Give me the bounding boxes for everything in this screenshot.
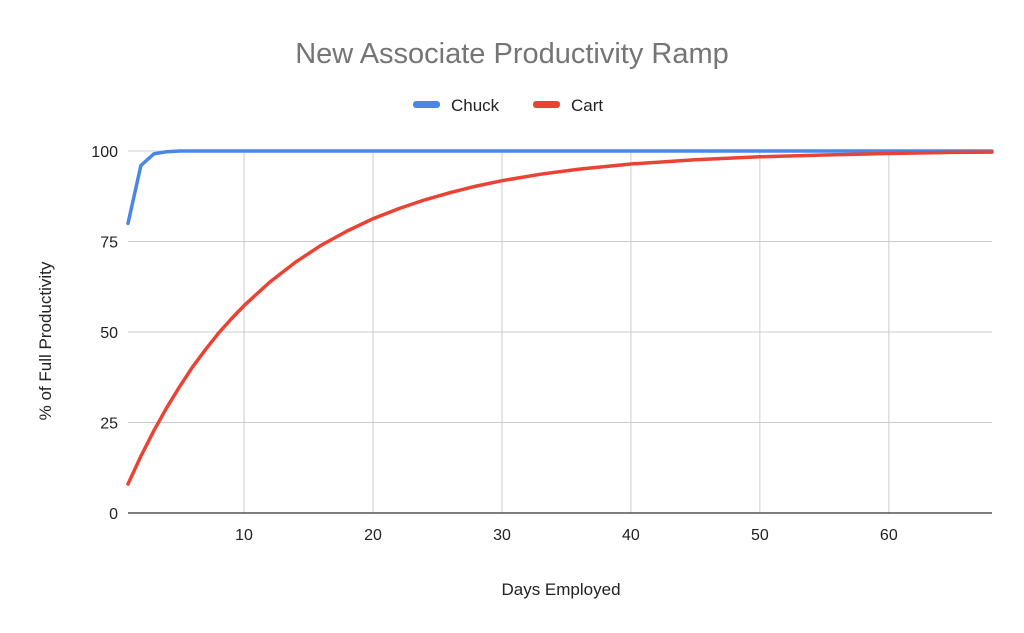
chart-title: New Associate Productivity Ramp — [295, 38, 729, 70]
x-tick-label-50: 50 — [751, 527, 769, 544]
legend-label-cart: Cart — [571, 96, 603, 115]
y-axis-label: % of Full Productivity — [36, 261, 55, 420]
legend-swatch-chuck — [413, 101, 440, 108]
x-axis-label: Days Employed — [501, 580, 620, 599]
y-tick-label-25: 25 — [100, 416, 118, 433]
x-tick-label-30: 30 — [493, 527, 511, 544]
series-lines — [126, 149, 994, 486]
series-line-chuck — [126, 149, 994, 226]
legend-swatch-cart — [533, 101, 560, 108]
series-line-cart — [126, 150, 994, 486]
y-tick-label-100: 100 — [91, 144, 118, 161]
x-tick-label-20: 20 — [364, 527, 382, 544]
x-tick-label-40: 40 — [622, 527, 640, 544]
legend-label-chuck: Chuck — [451, 96, 500, 115]
y-tick-label-0: 0 — [109, 506, 118, 523]
tick-labels: 10 20 30 40 50 60 0 25 50 75 100 — [91, 144, 898, 544]
x-tick-label-10: 10 — [235, 527, 253, 544]
y-tick-label-50: 50 — [100, 325, 118, 342]
legend: Chuck Cart — [413, 96, 603, 115]
gridlines — [128, 150, 992, 514]
y-tick-label-75: 75 — [100, 235, 118, 252]
x-tick-label-60: 60 — [880, 527, 898, 544]
